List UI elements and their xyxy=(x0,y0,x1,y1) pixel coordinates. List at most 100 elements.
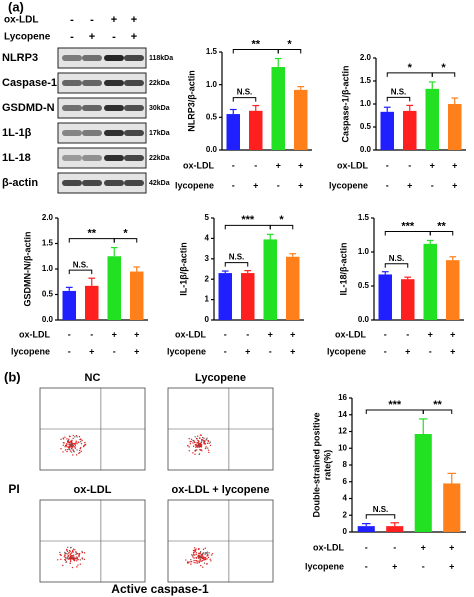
flow-event xyxy=(188,450,191,452)
flow-event xyxy=(190,563,192,565)
flow-event xyxy=(195,445,197,447)
blot-band xyxy=(124,180,144,186)
y-tick-label: 0.0 xyxy=(360,145,372,154)
flow-event xyxy=(62,438,65,440)
significance-label: ** xyxy=(251,38,260,50)
y-tick-label: 1 xyxy=(205,295,210,304)
flow-event xyxy=(191,554,193,556)
flow-event xyxy=(199,442,202,445)
flow-event xyxy=(67,555,70,557)
flow-event xyxy=(201,553,204,555)
y-tick-label: 3 xyxy=(205,254,210,263)
condition-sign: + xyxy=(449,561,454,571)
flow-event xyxy=(206,553,209,555)
flow-event xyxy=(204,442,206,445)
flow-event xyxy=(69,450,72,452)
condition-sign: + xyxy=(450,346,455,356)
condition-sign: + xyxy=(290,329,295,339)
flow-event xyxy=(208,442,210,445)
significance-bracket xyxy=(431,72,456,77)
flow-event xyxy=(76,552,79,555)
condition-sign: + xyxy=(452,180,457,190)
y-tick-label: 1.5 xyxy=(42,239,54,248)
flow-event xyxy=(198,561,200,564)
flow-event xyxy=(70,444,72,447)
flow-event xyxy=(74,436,76,438)
flow-event xyxy=(194,453,196,456)
condition-sign: - xyxy=(429,346,432,356)
blot-band xyxy=(62,105,82,111)
flow-y-label: PI xyxy=(8,482,19,496)
flow-event xyxy=(75,440,77,442)
flow-event xyxy=(203,557,205,560)
blot-header-sign: + xyxy=(131,14,137,26)
flow-event xyxy=(198,442,200,445)
blot-row-label: NLRP3 xyxy=(2,52,38,64)
flow-event xyxy=(188,446,190,448)
blot-band xyxy=(82,80,102,86)
flow-event xyxy=(190,558,192,561)
flow-panel-title: NC xyxy=(85,372,101,384)
blot-band xyxy=(82,105,102,111)
condition-label: lycopene xyxy=(167,346,206,356)
condition-sign: - xyxy=(431,180,434,190)
flow-event xyxy=(66,549,68,551)
condition-sign: + xyxy=(430,160,435,170)
flow-event xyxy=(77,558,79,561)
significance-label: *** xyxy=(388,399,402,411)
condition-sign: + xyxy=(89,346,94,356)
blot-row-label: Caspase-1 xyxy=(2,77,57,89)
flow-event xyxy=(76,454,78,456)
condition-sign: - xyxy=(422,561,425,571)
flow-event xyxy=(202,548,205,551)
flow-event xyxy=(68,438,70,440)
flow-event xyxy=(66,448,69,451)
flow-event xyxy=(65,561,67,563)
flow-event xyxy=(194,436,196,438)
flow-event xyxy=(199,550,202,553)
condition-sign: + xyxy=(298,180,303,190)
flow-event xyxy=(78,435,81,438)
flow-event xyxy=(74,549,76,551)
blot-size-label: 42kDa xyxy=(149,180,170,187)
flow-event xyxy=(196,562,199,564)
condition-sign: + xyxy=(134,346,139,356)
significance-label: N.S. xyxy=(73,260,89,269)
flow-event xyxy=(200,439,203,441)
blot-size-label: 22kDa xyxy=(149,80,170,87)
y-tick-label: 14 xyxy=(338,410,347,419)
flow-event xyxy=(83,552,86,554)
flow-event xyxy=(199,434,202,436)
panel-label: (a) xyxy=(8,0,24,14)
bar xyxy=(380,111,394,150)
bar xyxy=(386,526,404,532)
flow-event xyxy=(204,556,206,559)
condition-sign: + xyxy=(452,160,457,170)
flow-event xyxy=(71,439,73,442)
y-tick-label: 0.5 xyxy=(360,122,372,131)
flow-event xyxy=(203,559,205,561)
y-tick-label: 2 xyxy=(205,274,210,283)
flow-event xyxy=(76,557,78,560)
blot-band xyxy=(104,155,124,161)
flow-event xyxy=(76,560,78,562)
flow-event xyxy=(199,437,201,439)
condition-sign: + xyxy=(245,346,250,356)
significance-label: N.S. xyxy=(229,253,245,262)
flow-event xyxy=(69,553,71,556)
flow-event xyxy=(64,559,67,562)
flow-event xyxy=(67,558,70,560)
flow-event xyxy=(204,553,206,555)
flow-event xyxy=(194,554,196,556)
blot-size-label: 22kDa xyxy=(149,155,170,162)
blot-band xyxy=(104,55,124,61)
flow-event xyxy=(206,447,209,449)
condition-sign: - xyxy=(384,346,387,356)
flow-event xyxy=(198,552,200,555)
flow-event xyxy=(85,443,87,446)
bar xyxy=(249,110,263,150)
flow-event xyxy=(70,448,73,450)
condition-sign: - xyxy=(386,180,389,190)
flow-event xyxy=(205,552,208,554)
flow-event xyxy=(74,446,76,448)
